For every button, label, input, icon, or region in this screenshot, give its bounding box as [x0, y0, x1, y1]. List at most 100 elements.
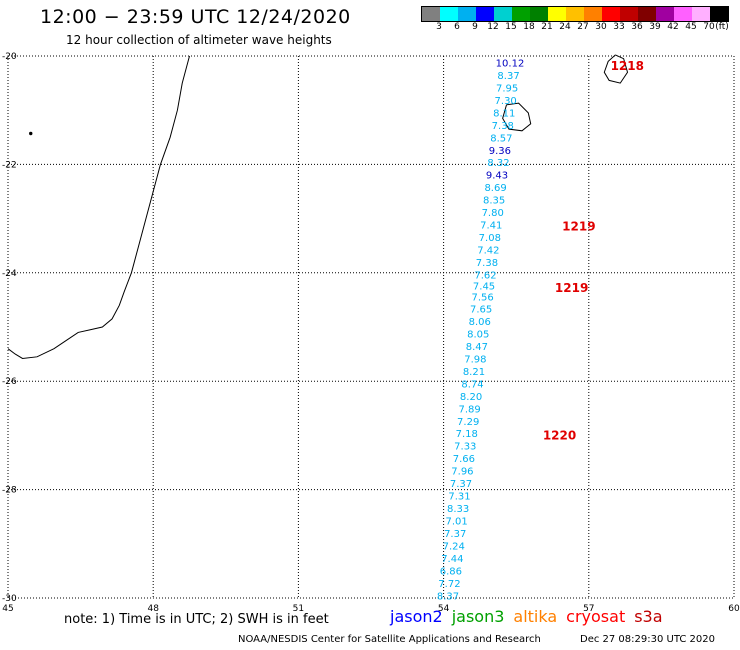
wave-height-label: 7.38 — [476, 258, 498, 269]
wave-height-label: 7.72 — [438, 579, 460, 590]
map-frame — [7, 55, 735, 599]
legend-swatch — [422, 7, 440, 21]
wave-height-label: 8.20 — [460, 392, 482, 403]
legend-label: 6 — [454, 22, 460, 32]
legend-label: (ft) — [715, 22, 729, 32]
lon-tick-label: 48 — [147, 604, 159, 614]
wave-height-label: 7.29 — [457, 417, 479, 428]
wave-height-label: 7.33 — [454, 442, 476, 453]
legend-swatch — [440, 7, 458, 21]
legend-label: 21 — [541, 22, 553, 32]
lat-tick-label: -26 — [2, 377, 17, 387]
wave-height-label: 7.80 — [482, 208, 504, 219]
lon-tick-label: 57 — [583, 604, 594, 614]
mauritius-island — [603, 54, 629, 84]
wave-height-label: 7.96 — [451, 467, 473, 478]
wave-height-label: 7.42 — [477, 245, 499, 256]
map-title: 12:00 − 23:59 UTC 12/24/2020 — [40, 6, 351, 28]
legend-label: 9 — [472, 22, 478, 32]
satellite-legend: jason2 jason3 altika cryosat s3a — [390, 607, 672, 626]
wave-height-observations: 10.128.377.957.308.117.388.579.368.329.4… — [437, 59, 524, 603]
pass-time-label: 1219 — [562, 220, 595, 234]
legend-label: 18 — [523, 22, 535, 32]
wave-height-label: 10.12 — [496, 59, 525, 70]
wave-height-label: 7.38 — [492, 121, 514, 132]
lon-tick-label: 45 — [2, 604, 13, 614]
wave-height-label: 8.37 — [437, 591, 459, 602]
lat-tick-label: -24 — [2, 269, 17, 279]
wave-height-label: 7.24 — [443, 541, 465, 552]
wave-height-label: 8.32 — [487, 158, 509, 169]
lon-tick-label: 51 — [293, 604, 304, 614]
legend-swatch — [656, 7, 674, 21]
wave-height-label: 7.89 — [458, 404, 480, 415]
wave-height-label: 8.74 — [461, 379, 483, 390]
satellite-name: s3a — [634, 607, 663, 626]
coastline — [7, 54, 629, 359]
wave-height-label: 8.06 — [469, 317, 491, 328]
legend-swatch — [494, 7, 512, 21]
wave-height-label: 7.62 — [474, 270, 496, 281]
legend-label: 42 — [667, 22, 679, 32]
wave-height-label: 8.21 — [463, 367, 485, 378]
legend-swatch — [602, 7, 620, 21]
legend-label: 30 — [595, 22, 607, 32]
legend-label: 12 — [487, 22, 499, 32]
lat-tick-label: -22 — [2, 160, 17, 170]
legend-swatch — [458, 7, 476, 21]
axis-tick-labels: 45 48 51 54 57 60 -20 -22 -24 -26 -28 -30 — [2, 52, 740, 614]
wave-height-label: 8.57 — [490, 133, 512, 144]
wave-height-label: 7.98 — [464, 354, 486, 365]
reunion-island — [502, 102, 532, 132]
lat-tick-label: -28 — [2, 486, 17, 496]
wave-height-label: 8.11 — [493, 108, 515, 119]
wave-height-label: 7.45 — [473, 281, 495, 292]
map-subtitle: 12 hour collection of altimeter wave hei… — [66, 33, 332, 47]
wave-height-label: 7.65 — [470, 305, 492, 316]
pass-time-label: 1218 — [611, 59, 644, 73]
legend-swatch — [512, 7, 530, 21]
satellite-name: jason2 — [390, 607, 443, 626]
lon-tick-label: 60 — [728, 604, 740, 614]
wave-height-label: 8.05 — [467, 330, 489, 341]
wave-height-label: 7.95 — [496, 83, 518, 94]
madagascar-coast — [7, 55, 190, 359]
wave-height-label: 7.18 — [456, 429, 478, 440]
satellite-name: altika — [513, 607, 558, 626]
legend-label: 70 — [703, 22, 715, 32]
wave-height-label: 8.33 — [447, 504, 469, 515]
lat-tick-label: -20 — [2, 52, 17, 62]
wave-height-label: 7.30 — [495, 96, 517, 107]
wave-height-label: 8.35 — [483, 196, 505, 207]
satellite-name: jason3 — [451, 607, 505, 626]
wave-height-label: 7.37 — [444, 529, 466, 540]
wave-height-label: 8.69 — [484, 183, 506, 194]
pass-time-label: 1219 — [555, 281, 588, 295]
legend-swatch — [692, 7, 710, 21]
legend-swatch — [674, 7, 692, 21]
legend-label: 39 — [649, 22, 661, 32]
legend-swatch — [548, 7, 566, 21]
legend-swatch — [476, 7, 494, 21]
wave-height-label: 7.44 — [441, 554, 463, 565]
legend-label: 45 — [685, 22, 697, 32]
legend-label: 15 — [505, 22, 517, 32]
legend-swatch — [584, 7, 602, 21]
islet — [29, 131, 33, 136]
wave-height-label: 7.66 — [453, 454, 475, 465]
legend-swatch — [638, 7, 656, 21]
pass-time-label: 1220 — [543, 428, 576, 442]
legend-swatch — [620, 7, 638, 21]
satellite-name: cryosat — [566, 607, 626, 626]
generation-timestamp: Dec 27 08:29:30 UTC 2020 — [580, 634, 715, 645]
wave-height-label: 7.08 — [479, 233, 501, 244]
lat-lon-grid — [7, 55, 735, 599]
wave-height-label: 7.01 — [446, 516, 468, 527]
wave-height-label: 7.41 — [480, 221, 502, 232]
credit-line: NOAA/NESDIS Center for Satellite Applica… — [238, 634, 715, 645]
wave-height-label: 6.86 — [440, 566, 462, 577]
legend-label: 36 — [631, 22, 643, 32]
wave-height-label: 9.43 — [486, 171, 508, 182]
footnote: note: 1) Time is in UTC; 2) SWH is in fe… — [64, 612, 329, 627]
